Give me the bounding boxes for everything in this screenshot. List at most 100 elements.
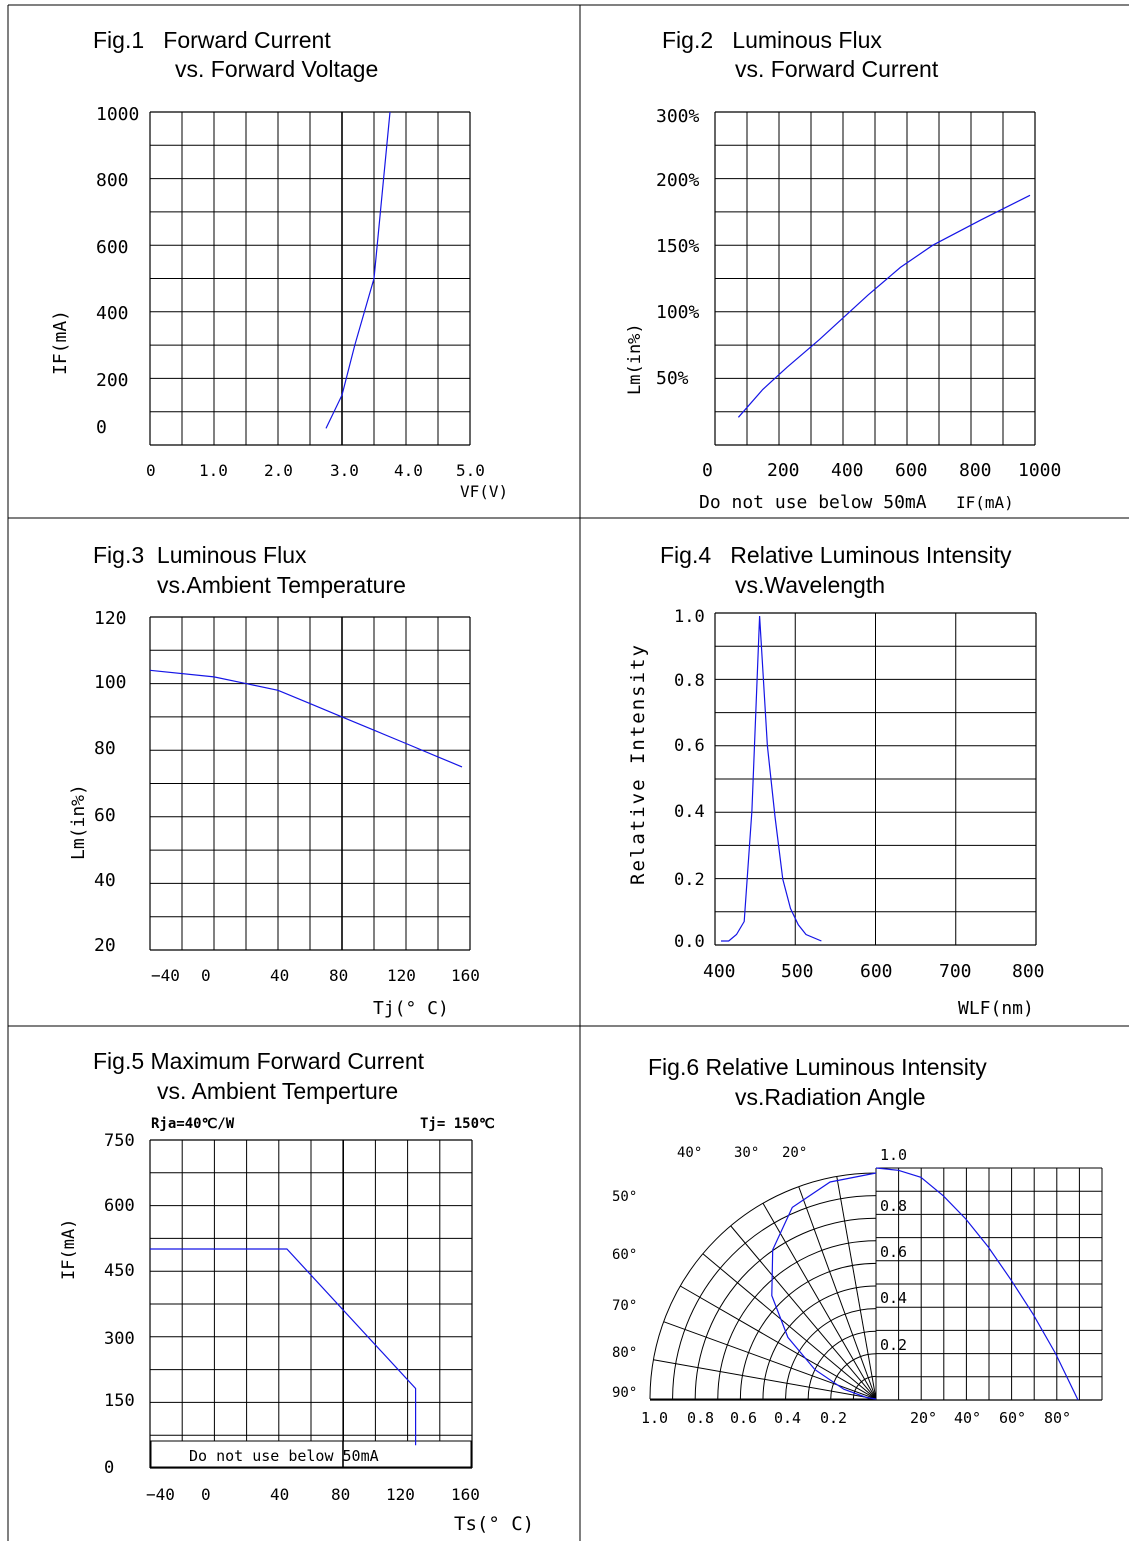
fig1-x-tick-label: 0: [146, 461, 156, 480]
fig2-x-tick-label: 0: [702, 460, 713, 481]
fig3-plot: 20 40 60 80 100 120 −40 0 40 80 120 160 Lm(in%) Tj(° …: [68, 608, 480, 1019]
fig2-plot: 50% 100% 150% 200% 300% 0 200 400 600 800 1000 Lm(i…: [625, 106, 1061, 513]
fig6-angle-label: 80°: [612, 1345, 637, 1361]
fig2-curve: [737, 194, 1031, 418]
fig4-plot: 0.0 0.2 0.4 0.6 0.8 1.0 400 500 600 700 800 Relativ…: [627, 607, 1045, 1019]
fig1-y-tick-label: 400: [96, 303, 129, 324]
fig4-y-axis-label: Relative Intensity: [627, 643, 649, 885]
fig6-value-tick-label: 0.6: [880, 1243, 907, 1261]
fig3-y-tick-label: 60: [94, 805, 116, 826]
fig3-x-tick-label: 80: [329, 966, 348, 985]
fig2-x-tick-label: 400: [831, 460, 864, 481]
fig6-angle-label: 50°: [612, 1189, 637, 1205]
fig6-value-tick-label: 0.4: [880, 1289, 907, 1307]
fig3-y-tick-label: 40: [94, 870, 116, 891]
fig6-polar-curve: [771, 1172, 877, 1400]
fig6-radial-tick-label: 0.6: [730, 1409, 757, 1427]
fig6-radial-tick-label: 1.0: [641, 1409, 668, 1427]
fig6-title-line1: Fig.6 Relative Luminous Intensity: [648, 1054, 987, 1080]
fig2-y-tick-label: 100%: [656, 302, 700, 323]
fig1-y-tick-label: 200: [96, 370, 129, 391]
fig4-x-axis-label: WLF(nm): [958, 998, 1034, 1019]
fig2-y-tick-label: 200%: [656, 170, 700, 191]
fig6-arc: [785, 1308, 877, 1400]
fig1-y-axis-label: IF(mA): [50, 310, 71, 375]
panel-borders: [7, 4, 1129, 1541]
fig6-radial-tick-label: 0.8: [687, 1409, 714, 1427]
fig6-angle-tick-label: 80°: [1044, 1409, 1071, 1427]
fig1-title-line2: vs. Forward Voltage: [175, 56, 379, 82]
fig2-y-tick-label: 300%: [656, 106, 700, 127]
fig6-arc: [852, 1375, 877, 1400]
fig5-rja-note: Rja=40℃/W: [151, 1116, 235, 1132]
fig6-arc: [830, 1353, 877, 1400]
fig6-arc: [717, 1240, 877, 1400]
fig6-arc: [672, 1195, 877, 1400]
fig1-y-tick-label: 800: [96, 170, 129, 191]
fig6-angle-tick-label: 40°: [954, 1409, 981, 1427]
fig2-x-tick-label: 600: [895, 460, 928, 481]
fig4-x-tick-label: 800: [1012, 961, 1045, 982]
fig5-x-tick-label: 0: [201, 1485, 211, 1504]
fig6-value-tick-label: 0.8: [880, 1197, 907, 1215]
fig2-x-axis-label: IF(mA): [956, 493, 1014, 512]
fig5-y-tick-label: 450: [104, 1261, 135, 1281]
fig6-angle-tick-label: 60°: [999, 1409, 1026, 1427]
fig6-arc: [694, 1217, 877, 1400]
fig1-x-tick-label: 2.0: [264, 461, 293, 480]
fig6-angle-label: 90°: [612, 1385, 637, 1401]
fig2-x-tick-label: 800: [959, 460, 992, 481]
fig1-x-tick-label: 1.0: [199, 461, 228, 480]
fig6-value-tick-label: 1.0: [880, 1146, 907, 1164]
fig1-y-tick-label: 0: [96, 417, 107, 438]
fig4-y-tick-label: 0.4: [674, 802, 705, 822]
fig1-title-line1: Fig.1 Forward Current: [93, 27, 331, 53]
fig3-title-line2: vs.Ambient Temperature: [157, 572, 406, 598]
fig4-curve: [721, 615, 822, 942]
fig3-x-tick-label: 160: [451, 966, 480, 985]
fig3-x-tick-label: 40: [270, 966, 289, 985]
fig6-angle-label: 30°: [734, 1145, 759, 1161]
fig6-angle-label: 70°: [612, 1298, 637, 1314]
fig5-x-tick-label: 40: [270, 1485, 289, 1504]
fig5-x-tick-label: 80: [331, 1485, 350, 1504]
fig6-angle-label: 20°: [782, 1145, 807, 1161]
fig5-tj-note: Tj= 150℃: [420, 1116, 495, 1132]
fig5-inner-note: Do not use below 50mA: [189, 1447, 379, 1465]
fig2-title-line2: vs. Forward Current: [735, 56, 939, 82]
fig3-y-tick-label: 80: [94, 738, 116, 759]
fig1-x-tick-label: 3.0: [330, 461, 359, 480]
fig6-radial-tick-label: 0.4: [774, 1409, 801, 1427]
fig2-y-axis-label: Lm(in%): [625, 323, 645, 395]
fig6-radial-tick-label: 0.2: [820, 1409, 847, 1427]
fig1-x-axis-label: VF(V): [460, 482, 508, 501]
fig2-note: Do not use below 50mA: [699, 492, 927, 513]
fig5-y-tick-label: 300: [104, 1329, 135, 1349]
fig5-y-tick-label: 750: [104, 1131, 135, 1151]
fig5-y-axis-label: IF(mA): [59, 1219, 79, 1280]
fig5-x-tick-label: 120: [386, 1485, 415, 1504]
fig3-y-axis-label: Lm(in%): [68, 784, 89, 860]
fig6-angle-label: 60°: [612, 1247, 637, 1263]
fig3-x-tick-label: −40: [151, 966, 180, 985]
fig6-arc: [807, 1330, 877, 1400]
fig2-x-tick-label: 1000: [1018, 460, 1061, 481]
fig3-y-tick-label: 100: [94, 672, 127, 693]
fig2-title-line1: Fig.2 Luminous Flux: [662, 27, 882, 53]
fig4-x-tick-label: 700: [939, 961, 972, 982]
fig5-y-tick-label: 0: [104, 1458, 114, 1478]
fig3-x-axis-label: Tj(° C): [373, 998, 449, 1019]
fig1-y-tick-label: 600: [96, 237, 129, 258]
fig4-y-tick-label: 1.0: [674, 607, 705, 627]
fig6-angle-label: 40°: [677, 1145, 702, 1161]
fig5-y-tick-label: 150: [104, 1391, 135, 1411]
fig6-angle-tick-label: 20°: [910, 1409, 937, 1427]
fig4-title-line2: vs.Wavelength: [735, 572, 885, 598]
fig4-x-tick-label: 500: [781, 961, 814, 982]
fig2-y-tick-label: 50%: [656, 368, 689, 389]
fig6-arc: [762, 1285, 877, 1400]
fig1-y-tick-label: 1000: [96, 104, 139, 125]
